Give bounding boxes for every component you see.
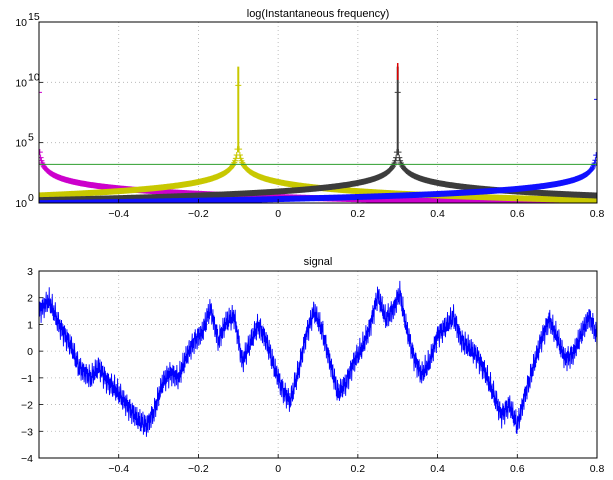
signal-curves	[39, 280, 597, 437]
frequency-series-2	[39, 66, 597, 203]
signal-tick-labels: −0.4 −0.2 0 0.2 0.4 0.6 0.8 −4 −3 −2 −1 0 1 2 3	[21, 266, 604, 475]
frequency-y-tick-label: 10	[15, 198, 27, 210]
signal-x-tick-label: −0.4	[108, 463, 129, 475]
frequency-y-tick-exponent: 15	[28, 11, 40, 23]
frequency-panel: log(Instantaneous frequency) −0.4 −0.2 0 0.…	[15, 8, 604, 220]
signal-y-tick-label: −3	[21, 426, 33, 438]
frequency-title: log(Instantaneous frequency)	[247, 8, 389, 20]
frequency-y-tick-exponent: 0	[28, 192, 34, 204]
signal-y-tick-label: 0	[27, 346, 33, 358]
signal-axes-box	[38, 270, 598, 459]
signal-x-tick-label: 0.2	[351, 463, 366, 475]
frequency-y-tick-label: 10	[15, 77, 27, 89]
signal-y-tick-label: −1	[21, 373, 33, 385]
frequency-y-tick-label: 10	[15, 17, 27, 29]
frequency-series-markers	[39, 96, 597, 203]
signal-grid	[39, 271, 597, 458]
frequency-curves	[39, 63, 597, 203]
frequency-y-tick-exponent: 5	[28, 132, 34, 144]
frequency-x-tick-label: 0.4	[430, 208, 445, 220]
frequency-y-tick-exponent: 10	[28, 71, 40, 83]
signal-x-tick-label: 0	[275, 463, 281, 475]
signal-y-tick-label: 1	[27, 319, 33, 331]
signal-y-tick-label: −4	[21, 453, 33, 465]
frequency-x-tick-label: −0.4	[108, 208, 129, 220]
signal-x-tick-label: 0.8	[590, 463, 605, 475]
signal-x-tick-label: 0.6	[510, 463, 525, 475]
frequency-x-tick-label: 0.8	[590, 208, 605, 220]
signal-y-tick-label: 3	[27, 266, 33, 278]
signal-title: signal	[304, 256, 333, 268]
frequency-series-4	[39, 96, 597, 203]
frequency-grid	[39, 22, 597, 203]
frequency-x-tick-label: 0.2	[351, 208, 366, 220]
frequency-axes-box	[38, 21, 598, 204]
frequency-x-tick-label: 0.6	[510, 208, 525, 220]
signal-x-tick-label: −0.2	[188, 463, 209, 475]
signal-line	[39, 280, 597, 437]
signal-x-tick-label: 0.4	[430, 463, 445, 475]
frequency-series-3	[39, 66, 597, 203]
signal-y-tick-label: 2	[27, 293, 33, 305]
signal-panel: signal −0.4 −0.2 0 0.2 0.4 0.6 0.8 −4 −3 −2 −1 0 1 2 3	[21, 256, 604, 475]
frequency-x-tick-label: 0	[275, 208, 281, 220]
frequency-series-markers	[39, 89, 597, 203]
frequency-x-tick-label: −0.2	[188, 208, 209, 220]
frequency-y-tick-label: 10	[15, 138, 27, 150]
signal-y-tick-label: −2	[21, 400, 33, 412]
